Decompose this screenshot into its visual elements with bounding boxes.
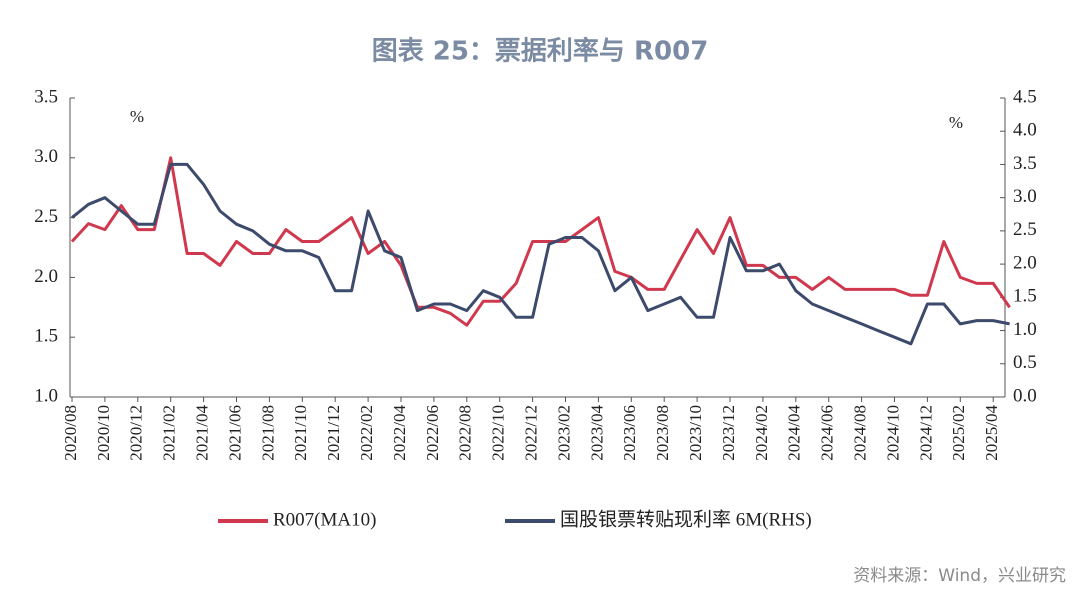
x-tick-label: 2022/02	[357, 405, 376, 461]
y2-tick-label: 2.0	[1013, 252, 1037, 273]
y2-tick-label: 3.0	[1013, 186, 1037, 207]
x-tick-label: 2021/08	[258, 405, 277, 461]
chart-title: 图表 25：票据利率与 R007	[372, 36, 709, 67]
y-tick-label: 3.0	[34, 146, 58, 167]
x-tick-label: 2023/06	[620, 405, 639, 461]
x-tick-label: 2023/10	[686, 405, 705, 461]
y-tick-label: 2.0	[34, 266, 58, 287]
y-unit: %	[130, 107, 144, 126]
y2-tick-label: 1.0	[1013, 319, 1037, 340]
x-tick-label: 2020/12	[127, 405, 146, 461]
y2-tick-label: 1.5	[1013, 286, 1037, 307]
x-tick-label: 2024/06	[818, 405, 837, 461]
x-tick-label: 2023/12	[719, 405, 738, 461]
x-tick-label: 2021/06	[225, 405, 244, 461]
x-tick-label: 2022/04	[390, 405, 409, 461]
x-tick-label: 2020/08	[61, 405, 80, 461]
x-tick-label: 2022/06	[423, 405, 442, 461]
x-tick-label: 2023/08	[653, 405, 672, 461]
x-tick-label: 2022/08	[456, 405, 475, 461]
x-tick-label: 2024/02	[752, 405, 771, 461]
source-note: 资料来源：Wind，兴业研究	[853, 566, 1066, 586]
y-tick-label: 2.5	[34, 206, 58, 227]
x-tick-label: 2021/04	[193, 405, 212, 461]
y2-tick-label: 0.0	[1013, 385, 1037, 406]
x-tick-label: 2023/02	[554, 405, 573, 461]
x-tick-label: 2020/10	[94, 405, 113, 461]
x-tick-label: 2024/04	[785, 405, 804, 461]
x-tick-label: 2022/10	[489, 405, 508, 461]
series-line	[71, 162, 1010, 346]
x-tick-label: 2024/08	[851, 405, 870, 461]
y-tick-label: 1.5	[34, 326, 58, 347]
x-tick-label: 2024/10	[883, 405, 902, 461]
x-tick-label: 2021/02	[160, 405, 179, 461]
y2-tick-label: 4.5	[1013, 86, 1037, 107]
y2-tick-label: 3.5	[1013, 153, 1037, 174]
series-line	[70, 156, 1011, 327]
y2-tick-label: 4.0	[1013, 120, 1037, 141]
y-tick-label: 3.5	[34, 86, 58, 107]
y2-tick-label: 2.5	[1013, 219, 1037, 240]
y2-tick-label: 0.5	[1013, 352, 1037, 373]
x-tick-label: 2025/04	[982, 405, 1001, 461]
x-tick-label: 2023/04	[587, 405, 606, 461]
x-tick-label: 2025/02	[949, 405, 968, 461]
x-tick-label: 2024/12	[916, 405, 935, 461]
x-tick-label: 2021/12	[324, 405, 343, 461]
legend-label: R007(MA10)	[273, 509, 376, 530]
legend-label: 国股银票转贴现利率 6M(RHS)	[560, 508, 812, 530]
x-tick-label: 2021/10	[291, 405, 310, 461]
y2-unit: %	[949, 113, 963, 132]
x-tick-label: 2022/12	[522, 405, 541, 461]
y-tick-label: 1.0	[34, 385, 58, 406]
